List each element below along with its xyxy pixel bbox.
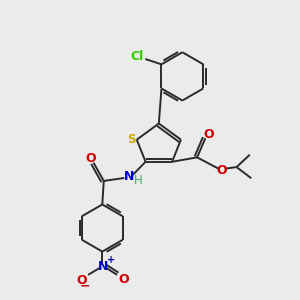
Text: Cl: Cl bbox=[130, 50, 144, 63]
Text: H: H bbox=[134, 174, 143, 187]
Text: O: O bbox=[85, 152, 96, 165]
Text: +: + bbox=[107, 254, 115, 265]
Text: O: O bbox=[118, 273, 129, 286]
Text: O: O bbox=[76, 274, 87, 286]
Text: O: O bbox=[203, 128, 214, 141]
Text: −: − bbox=[80, 280, 90, 292]
Text: O: O bbox=[217, 164, 227, 177]
Text: S: S bbox=[127, 133, 136, 146]
Text: N: N bbox=[98, 260, 108, 272]
Text: N: N bbox=[124, 170, 134, 183]
